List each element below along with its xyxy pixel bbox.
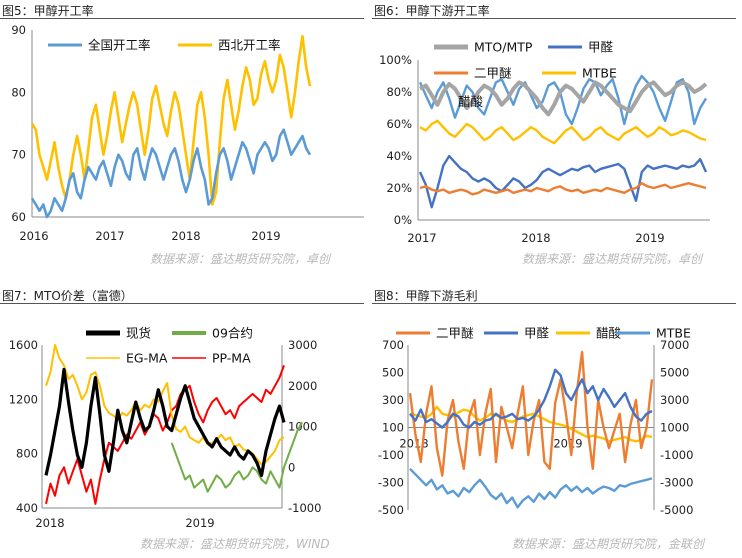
legend-item-label: 现货	[126, 326, 151, 341]
y-tick-label: 90	[11, 23, 26, 37]
x-tick-label: 2018	[521, 231, 550, 245]
series-line	[409, 368, 653, 429]
y-right-tick-label: 0	[288, 460, 295, 474]
series-line	[418, 74, 708, 126]
chart-panel-xiayou-maoli: 图8：甲醇下游毛利 -500 -300 -100 100 300 500 700 -5000-…	[372, 285, 742, 558]
series-line	[419, 119, 707, 145]
y-left-tick-label: -500	[378, 503, 404, 517]
y-left-tick-label: 500	[382, 366, 404, 380]
title-underline	[372, 303, 736, 304]
series-line	[408, 350, 654, 477]
y-left-tick-label: -100	[378, 448, 404, 462]
y-right-tick-label: 2000	[288, 379, 317, 393]
legend-item-label: 09合约	[212, 326, 253, 341]
x-tick-label: 2018	[171, 229, 200, 243]
chart-panel-xiayou-kaigonglv: 图6：甲醇下游开工率 0% 20% 40% 60% 80% 100% 2017 2018 201…	[372, 0, 742, 275]
y-right-tick-label: 5000	[660, 366, 689, 380]
y-left-tick-label: 400	[16, 501, 38, 515]
y-tick-label: 60	[11, 210, 26, 224]
legend-item-label: 西北开工率	[218, 38, 281, 53]
source-note: 数据来源：盛达期货研究院，卓创	[522, 252, 703, 266]
x-tick-label: 2017	[407, 231, 436, 245]
legend-item-label: 甲醛	[588, 40, 614, 55]
y-left-tick-label: 300	[382, 393, 404, 407]
legend-item-label: MTBE	[582, 66, 617, 81]
x-tick-label: 2019	[185, 516, 214, 530]
source-note: 数据来源：盛达期货研究院，WIND	[140, 537, 330, 551]
x-tick-label: 2016	[19, 229, 48, 243]
y-tick-label: 80%	[386, 85, 412, 99]
y-right-tick-label: 1000	[660, 421, 689, 435]
y-tick-label: 100%	[379, 53, 412, 67]
y-right-tick-label: -1000	[288, 501, 321, 515]
chart-title: 图8：甲醇下游毛利	[374, 289, 478, 303]
y-left-tick-label: 100	[382, 421, 404, 435]
y-left-tick-label: 1600	[9, 338, 38, 352]
legend-item-label: PP-MA	[212, 351, 251, 366]
title-underline	[372, 18, 736, 19]
legend-item-label: 二甲醚	[474, 66, 512, 81]
y-tick-label: 60%	[386, 117, 412, 131]
series-line	[418, 154, 708, 209]
source-note: 数据来源：盛达期货研究院，金联创	[512, 537, 705, 551]
series-line	[30, 128, 312, 219]
y-left-tick-label: 800	[16, 447, 38, 461]
y-left-tick-label: -300	[378, 476, 404, 490]
legend-item-label: MTO/MTP	[474, 40, 533, 55]
y-tick-label: 40%	[386, 149, 412, 163]
y-tick-label: 80	[11, 85, 26, 99]
y-right-tick-label: 3000	[288, 338, 317, 352]
line-chart-mto-jiacha: 400 800 1200 1600 -1000 0 1000 2000 3000 2018 2019…	[9, 326, 322, 531]
y-right-tick-label: -3000	[660, 476, 693, 490]
title-underline	[0, 18, 364, 19]
legend-item-label: 二甲醚	[436, 326, 474, 341]
y-right-tick-label: 7000	[660, 338, 689, 352]
line-chart-xiayou-maoli: -500 -300 -100 100 300 500 700 -5000 -3000 -1000 1…	[378, 326, 694, 518]
x-tick-label: 2019	[553, 437, 582, 451]
chart-title: 图6：甲醇下游开工率	[374, 4, 490, 18]
series-line	[45, 365, 285, 505]
line-chart-kaigonglv: 60 70 80 90 2016 2017 2018 2019 全国开工率 西北开工率	[11, 23, 364, 243]
series-line	[170, 421, 303, 493]
legend-item-label: 全国开工率	[88, 38, 151, 53]
x-tick-label: 2019	[635, 231, 664, 245]
x-tick-label: 2018	[35, 516, 64, 530]
y-right-tick-label: -1000	[660, 448, 693, 462]
chart-title: 图7：MTO价差（富德）	[2, 289, 133, 303]
y-tick-label: 20%	[386, 181, 412, 195]
chart-panel-kaigonglv: 图5：甲醇开工率 60 70 80 90 2016 2017 2018 2019 全国开工率 西北…	[0, 0, 372, 275]
y-right-tick-label: 1000	[288, 420, 317, 434]
legend-label-cusuan: 醋酸	[458, 94, 484, 109]
series-line	[419, 80, 708, 117]
y-left-tick-label: 700	[382, 338, 404, 352]
y-left-tick-label: 1200	[9, 392, 38, 406]
legend-item-label: 醋酸	[596, 326, 622, 341]
y-tick-label: 70	[11, 148, 26, 162]
source-note: 数据来源：盛达期货研究院，卓创	[150, 252, 331, 266]
legend-item-label: EG-MA	[126, 351, 168, 366]
title-underline	[0, 303, 364, 304]
series-line	[30, 34, 312, 206]
series-line	[409, 467, 653, 509]
y-right-tick-label: -5000	[660, 503, 693, 517]
series-line	[44, 367, 286, 477]
series-line	[45, 344, 285, 466]
legend-item-label: MTBE	[656, 326, 691, 341]
chart-panel-mto-jiacha: 图7：MTO价差（富德） 400 800 1200 1600 -1000 0 1000 200…	[0, 285, 372, 558]
y-right-tick-label: 3000	[660, 393, 689, 407]
x-tick-label: 2019	[251, 229, 280, 243]
x-tick-label: 2017	[95, 229, 124, 243]
series-line	[419, 181, 707, 196]
line-chart-xiayou-kaigonglv: 0% 20% 40% 60% 80% 100% 2017 2018 2019 MTO/MTP 甲醛二…	[379, 40, 710, 245]
legend-item-label: 甲醛	[524, 326, 550, 341]
chart-title: 图5：甲醇开工率	[2, 4, 94, 18]
y-tick-label: 0%	[394, 213, 412, 227]
